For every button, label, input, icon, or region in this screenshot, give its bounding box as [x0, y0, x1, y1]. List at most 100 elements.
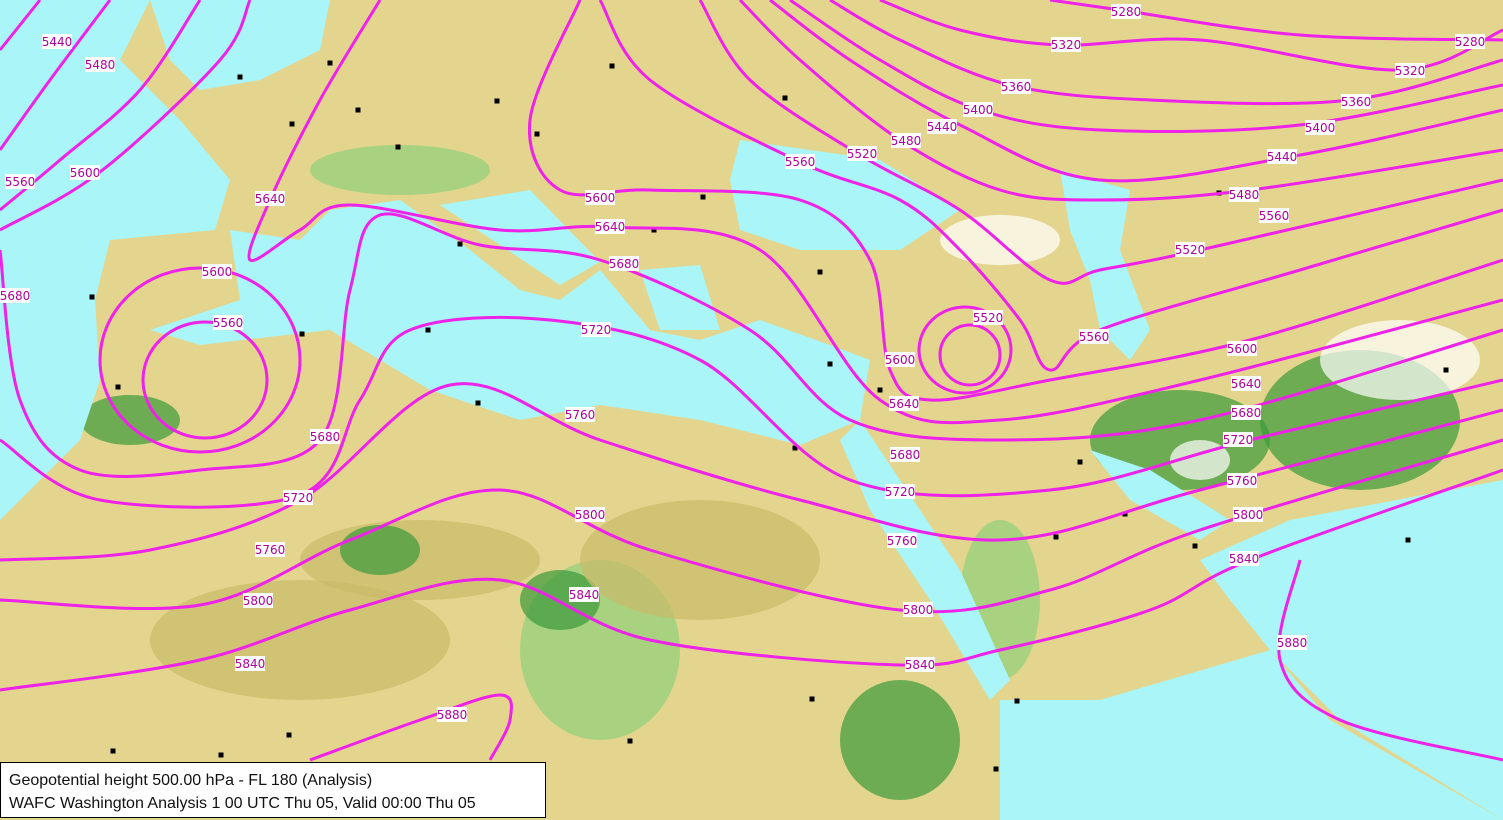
caption-title: Geopotential height 500.00 hPa - FL 180 … [9, 772, 373, 789]
contour-label-bg [1227, 473, 1257, 488]
contour-label-bg [235, 656, 265, 671]
contour-label-bg [595, 219, 625, 234]
contour-label-bg [585, 190, 615, 205]
contour-label-bg [255, 542, 285, 557]
contour-label: 5680 [310, 430, 341, 444]
city-marker [237, 74, 243, 80]
gulf-of-aden [1000, 650, 1503, 820]
contour-label-bg [903, 602, 933, 617]
contour-label: 5840 [1229, 552, 1260, 566]
contour-label-bg [243, 593, 273, 608]
persian-gulf [1090, 450, 1230, 540]
contour-line [0, 0, 252, 232]
city-marker [1077, 459, 1083, 465]
contour-label-bg [1231, 405, 1261, 420]
city-marker [299, 331, 305, 337]
contour-label: 5480 [1229, 188, 1260, 202]
city-marker [1443, 367, 1449, 373]
contour-label-bg [927, 119, 957, 134]
contour-label-bg [973, 310, 1003, 325]
city-marker [286, 732, 292, 738]
caption-subtitle: WAFC Washington Analysis 1 00 UTC Thu 05… [9, 795, 476, 812]
city-marker [1053, 534, 1059, 540]
contour-line [598, 0, 1503, 372]
contour-line [0, 382, 1503, 562]
contour-label: 5800 [243, 594, 274, 608]
city-marker [89, 294, 95, 300]
city-marker [1405, 537, 1411, 543]
contour-label: 5680 [0, 289, 30, 303]
contour-label-bg [1229, 551, 1259, 566]
contour-label-bg [575, 507, 605, 522]
contour-labels: 5280 5280 5320 5320 5360 5360 5400 5400 5440 5440… [0, 4, 1485, 722]
contour-line [0, 315, 1503, 509]
city-marker [355, 107, 361, 113]
city-marker [425, 327, 431, 333]
contour-line [309, 693, 514, 762]
contour-label-bg [1305, 120, 1335, 135]
contour-label-bg [565, 407, 595, 422]
city-marker [609, 63, 615, 69]
contour-label-bg [887, 533, 917, 548]
contour-label-bg [890, 447, 920, 462]
city-marker [110, 748, 116, 754]
city-marker [115, 384, 121, 390]
contour-label: 5360 [1341, 95, 1372, 109]
contour-label-bg [885, 484, 915, 499]
contour-line [789, 0, 1503, 133]
city-marker [651, 227, 657, 233]
contour-label-bg [437, 707, 467, 722]
contour-label: 5760 [1227, 474, 1258, 488]
mediterranean-sea [150, 200, 870, 445]
contour-line [0, 0, 112, 151]
contour-label-bg [847, 146, 877, 161]
contour-label-bg [785, 154, 815, 169]
terrain-patch [1320, 320, 1480, 400]
contour-label-bg [1233, 507, 1263, 522]
contour-label-bg [889, 396, 919, 411]
contour-label: 5560 [213, 316, 244, 330]
contour-label: 5720 [1223, 433, 1254, 447]
contour-label-bg [569, 587, 599, 602]
contour-label: 5360 [1001, 80, 1032, 94]
contour-label: 5320 [1395, 64, 1426, 78]
contour-label-bg [255, 191, 285, 206]
city-markers [89, 60, 1449, 772]
contour-label: 5400 [1305, 121, 1336, 135]
contour-label-bg [1341, 94, 1371, 109]
terrain-patch [80, 395, 180, 445]
terrain-patch [580, 500, 820, 620]
closed-low-contour [98, 266, 302, 454]
aegean-sea [640, 265, 720, 330]
arabian-sea [1200, 480, 1503, 820]
contour-line [829, 0, 1503, 106]
contour-label-bg [905, 657, 935, 672]
contour-line [698, 0, 1503, 285]
contour-label-bg [1259, 208, 1289, 223]
contour-label-bg [310, 429, 340, 444]
contour-line [0, 468, 1503, 692]
contour-label-bg [42, 34, 72, 49]
terrain-patch [150, 580, 450, 700]
contour-label-bg [0, 288, 30, 303]
contour-label-bg [581, 322, 611, 337]
contour-label-bg [1079, 329, 1109, 344]
contour-label-bg [1231, 376, 1261, 391]
contour-label: 5400 [963, 103, 994, 117]
map-caption: Geopotential height 500.00 hPa - FL 180 … [0, 762, 546, 818]
contour-label: 5600 [202, 265, 233, 279]
contour-label: 5600 [70, 166, 101, 180]
contour-label: 5640 [255, 192, 286, 206]
closed-low-contour [917, 305, 1013, 395]
contour-label: 5280 [1455, 35, 1486, 49]
contour-line [1277, 559, 1503, 762]
contour-label: 5600 [885, 353, 916, 367]
contour-label: 5480 [85, 58, 116, 72]
contour-line [527, 0, 1503, 402]
closed-low-contour [938, 323, 1002, 387]
contour-label-bg [70, 165, 100, 180]
city-marker [782, 95, 788, 101]
contour-label: 5440 [42, 35, 73, 49]
